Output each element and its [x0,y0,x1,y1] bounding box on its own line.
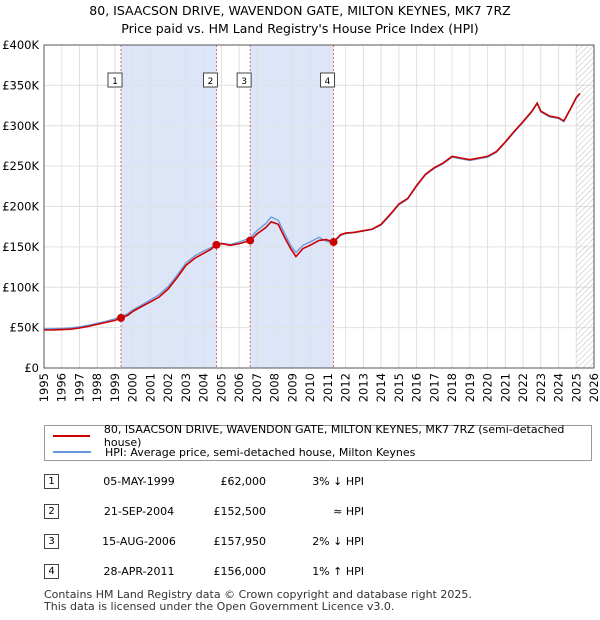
x-tick-label: 2016 [410,373,424,402]
y-tick-label: £50K [10,321,40,335]
sale-row: 2 21-SEP-2004 £152,500 ≈ HPI [44,502,592,532]
x-tick-label: 1995 [37,373,51,402]
x-tick-label: 1998 [90,373,104,402]
sale-price: £62,000 [220,475,267,488]
legend-label-price: 80, ISAACSON DRIVE, WAVENDON GATE, MILTO… [103,423,565,449]
x-tick-label: 2022 [516,373,530,402]
x-tick-label: 2008 [268,373,282,402]
x-tick-label: 2004 [197,373,211,402]
legend-item-hpi: HPI: Average price, semi-detached house,… [53,444,415,460]
y-tick-label: £150K [2,240,39,254]
sale-point [212,240,221,249]
y-tick-label: £350K [2,78,39,92]
x-tick-label: 2005 [214,373,228,402]
price-paid-line [43,92,581,331]
sale-number-badge: 4 [44,564,59,579]
x-tick-label: 2023 [534,373,548,402]
sale-row: 3 15-AUG-2006 £157,950 2% ↓ HPI [44,532,592,562]
sale-number-badge: 2 [44,504,59,519]
x-tick-label: 2009 [285,373,299,402]
footer-attribution: Contains HM Land Registry data © Crown c… [44,589,472,613]
sale-date: 28-APR-2011 [103,565,175,578]
y-tick-label: £0 [24,361,39,375]
x-tick-label: 2026 [587,373,600,402]
x-tick-label: 2020 [481,373,495,402]
sale-number-box [320,72,336,88]
sale-row: 4 28-APR-2011 £156,000 1% ↑ HPI [44,562,592,592]
legend-swatch-price [53,435,90,437]
y-tick-label: £100K [2,280,39,294]
x-tick-label: 2017 [427,373,441,402]
x-tick-label: 2001 [143,373,157,402]
x-tick-label: 2000 [126,373,140,402]
sale-date: 15-AUG-2006 [102,535,176,548]
sale-point [117,313,125,322]
price-chart: 1 2 3 4 £0 £50K £100K £150K £200K £250K £300K £350… [2,38,600,402]
x-tick-label: 2021 [498,373,512,402]
sale-number-label: 2 [208,77,214,87]
sale-number-label: 3 [241,77,247,87]
sale-row: 1 05-MAY-1999 £62,000 3% ↓ HPI [44,472,592,502]
footer-copyright: Contains HM Land Registry data © Crown c… [44,588,472,601]
y-tick-label: £300K [2,119,39,133]
legend-item-price: 80, ISAACSON DRIVE, WAVENDON GATE, MILTO… [53,423,591,449]
legend-label-hpi: HPI: Average price, semi-detached house,… [105,445,416,459]
sale-number-label: 1 [112,77,118,87]
sale-hpi-comparison: 3% ↓ HPI [312,475,364,488]
x-tick-label: 2018 [445,373,459,402]
x-tick-label: 1996 [55,373,69,402]
sales-table: 1 05-MAY-1999 £62,000 3% ↓ HPI 2 21-SEP-… [44,472,592,592]
sale-point [246,236,255,245]
future-hatch-region [576,45,594,368]
sale-price: £156,000 [213,565,267,578]
sale-number-box [107,72,123,88]
sale-number-box [236,72,252,88]
x-tick-label: 2024 [552,373,566,402]
sale-hpi-comparison: 2% ↓ HPI [312,535,364,548]
sale-hpi-comparison: 1% ↑ HPI [312,565,364,578]
sale-hpi-comparison: ≈ HPI [333,505,364,518]
sale-date: 21-SEP-2004 [103,505,175,518]
chart-legend: 80, ISAACSON DRIVE, WAVENDON GATE, MILTO… [44,423,592,461]
sale-number-box [202,72,218,88]
sale-point [329,238,338,247]
sale-date: 05-MAY-1999 [103,475,175,488]
sale-number-label: 4 [325,77,331,87]
y-tick-label: £200K [2,200,39,214]
x-tick-label: 1997 [72,373,86,402]
x-tick-label: 2002 [161,373,175,402]
chart-title-line2: Price paid vs. HM Land Registry's House … [121,21,479,36]
x-tick-label: 2006 [232,373,246,402]
x-tick-label: 2015 [392,373,406,402]
y-tick-label: £400K [2,38,39,52]
y-tick-label: £250K [2,159,39,173]
x-tick-label: 2010 [303,373,317,402]
x-tick-label: 2012 [339,373,353,402]
x-tick-label: 1999 [108,373,122,402]
x-tick-label: 2003 [179,373,193,402]
legend-swatch-hpi [53,451,91,453]
x-tick-label: 2007 [250,373,264,402]
x-tick-label: 2019 [463,373,477,402]
x-tick-label: 2013 [356,373,370,402]
sale-number-badge: 1 [44,474,59,489]
sale-price: £157,950 [213,535,267,548]
x-tick-label: 2014 [374,373,388,402]
sale-price: £152,500 [213,505,267,518]
x-tick-label: 2011 [321,373,335,402]
chart-title-line1: 80, ISAACSON DRIVE, WAVENDON GATE, MILTO… [89,3,511,18]
footer-licence: This data is licensed under the Open Gov… [44,600,395,613]
x-tick-label: 2025 [569,373,583,402]
plot-frame [43,44,595,369]
sale-number-badge: 3 [44,534,59,549]
